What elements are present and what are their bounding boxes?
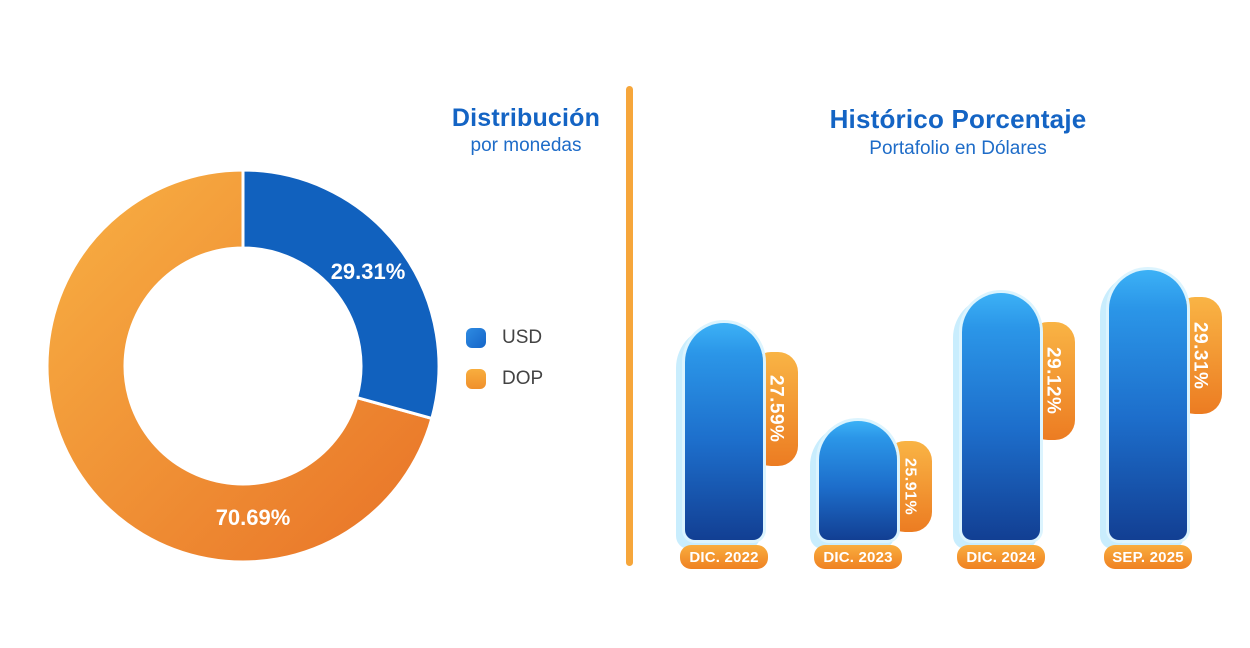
donut-subtitle: por monedas <box>470 135 582 156</box>
category-label-dic-2024: DIC. 2024 <box>957 545 1045 569</box>
legend-label-dop: DOP <box>502 368 544 389</box>
bar-dic-2024[interactable] <box>962 293 1040 540</box>
donut-title: Distribución <box>451 104 601 132</box>
donut-slice-usd[interactable] <box>241 170 439 420</box>
category-label-dic-2023: DIC. 2023 <box>814 545 902 569</box>
usd-slice-percentage-label: 29.31% <box>330 259 406 284</box>
value-label-dic-2022: 27.59% <box>765 375 787 443</box>
category-label-sep-2025: SEP. 2025 <box>1104 545 1192 569</box>
bars-title: Histórico Porcentaje <box>829 104 1087 134</box>
section-divider <box>626 86 633 566</box>
donut-header: Distribución por monedas <box>406 104 646 157</box>
legend-label-usd: USD <box>502 327 543 348</box>
dop-color-swatch-icon <box>466 369 486 389</box>
bar-dic-2022[interactable] <box>685 323 763 540</box>
bars-header: Histórico Porcentaje Portafolio en Dólar… <box>778 104 1138 160</box>
category-label-dic-2022: DIC. 2022 <box>680 545 768 569</box>
bar-sep-2025[interactable] <box>1109 270 1187 540</box>
donut-chart <box>47 170 439 562</box>
dop-slice-percentage-label: 70.69% <box>215 505 291 530</box>
donut-slice-dop[interactable] <box>47 170 434 562</box>
bars-subtitle: Portafolio en Dólares <box>869 138 1047 159</box>
donut-legend: USD DOP <box>466 327 543 409</box>
legend-item-dop[interactable]: DOP <box>466 368 543 390</box>
value-label-dic-2024: 29.12% <box>1042 347 1064 415</box>
usd-color-swatch-icon <box>466 328 486 348</box>
value-label-dic-2023: 25.91% <box>901 457 919 516</box>
value-label-sep-2025: 29.31% <box>1189 321 1211 390</box>
bar-dic-2023[interactable] <box>819 421 897 540</box>
legend-item-usd[interactable]: USD <box>466 327 543 349</box>
